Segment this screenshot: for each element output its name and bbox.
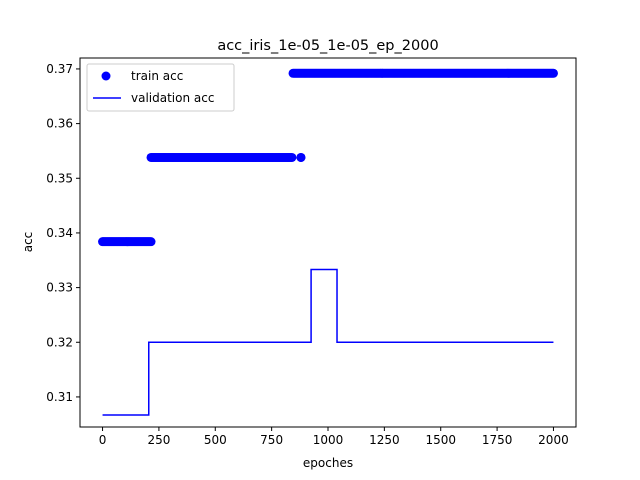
legend-label-train-acc: train acc [131, 69, 183, 83]
plot-area: 0 250 500 750 1000 1250 1500 1750 2000 0.31 0.32 0.… [46, 57, 577, 447]
train-acc-point [287, 152, 297, 162]
y-tick-label: 0.32 [46, 335, 73, 349]
y-tick-label: 0.31 [46, 390, 73, 404]
y-tick-label: 0.37 [46, 62, 73, 76]
legend-label-validation-acc: validation acc [131, 91, 214, 105]
legend-box [86, 63, 235, 112]
x-tick-label: 0 [99, 433, 107, 447]
x-tick-label: 750 [260, 433, 283, 447]
train-acc-point [548, 68, 558, 78]
train-acc-point [146, 237, 156, 247]
x-tick-label: 250 [147, 433, 170, 447]
y-tick-label: 0.36 [46, 117, 73, 131]
y-tick-label: 0.34 [46, 226, 73, 240]
legend-marker-train-acc [101, 71, 111, 81]
x-tick-label: 1500 [425, 433, 456, 447]
x-tick-label: 1250 [369, 433, 400, 447]
chart-title: acc_iris_1e-05_1e-05_ep_2000 [217, 38, 438, 54]
x-tick-label: 2000 [538, 433, 569, 447]
train-acc-point [296, 152, 306, 162]
x-axis-label: epoches [303, 456, 353, 470]
legend: train acc validation acc [86, 63, 235, 112]
x-tick-label: 1750 [482, 433, 513, 447]
y-tick-label: 0.35 [46, 171, 73, 185]
x-tick-label: 500 [204, 433, 227, 447]
y-tick-label: 0.33 [46, 281, 73, 295]
x-tick-label: 1000 [313, 433, 344, 447]
y-axis-label: acc [21, 232, 35, 253]
validation-acc-line [102, 268, 554, 416]
